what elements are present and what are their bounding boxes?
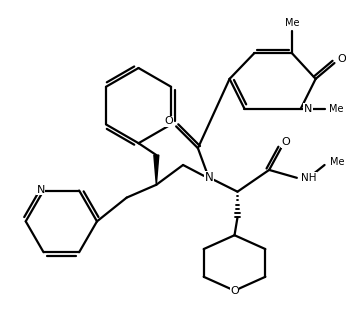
Text: NH: NH	[301, 173, 316, 183]
Text: O: O	[337, 54, 346, 64]
Text: N: N	[36, 185, 45, 194]
Polygon shape	[154, 155, 159, 185]
Text: O: O	[282, 137, 290, 147]
Text: Me: Me	[329, 157, 344, 167]
Text: Me: Me	[285, 18, 299, 29]
Text: N: N	[304, 104, 312, 114]
Text: O: O	[230, 286, 239, 295]
Text: Me: Me	[328, 104, 343, 114]
Text: O: O	[165, 116, 174, 126]
Text: N: N	[204, 171, 213, 184]
